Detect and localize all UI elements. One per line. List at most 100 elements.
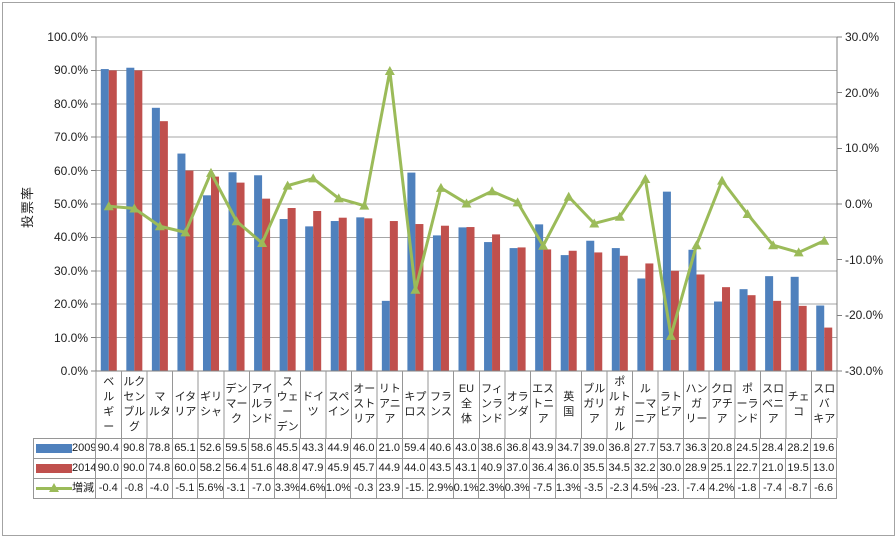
right-axis-tick-label: -20.0% [845,308,884,323]
table-cell-2009: 38.6 [479,439,504,458]
table-cell-2009: 44.9 [325,439,351,458]
category-label: オー スト リア [353,383,376,425]
table-cell-増減: 4.6% [300,479,325,498]
category-label: ブル ガリ ア [583,383,606,425]
table-cell-増減: -1.8 [734,479,760,498]
left-axis-tick-label: 40.0% [53,230,88,245]
table-cell-2014: 45.7 [351,459,377,478]
right-axis-tick-label: 30.0% [845,30,880,44]
table-cell-2009: 28.4 [760,439,785,458]
table-cell-増減: 23.9 [377,479,402,498]
table-cell-2014: 44.9 [377,459,402,478]
table-cell-2009: 21.0 [377,439,402,458]
category-label: ポ ーラ ンド [736,383,759,425]
table-cell-2009: 52.6 [198,439,223,458]
table-cell-2014: 90.0 [96,459,121,478]
table-cell-2014: 36.0 [555,459,581,478]
data-table: 2009 90.4 90.8 78.8 65.1 52.6 59.5 58.6 45.5 43.3… [33,438,837,499]
table-cell-増減: 2.9% [428,479,453,498]
category-label: スペ イン [327,390,350,418]
right-axis-tick-label: 10.0% [845,141,880,156]
table-cell-増減: -7.4 [760,479,785,498]
table-cell-増減: 3.3% [274,479,300,498]
table-cell-2009: 59.4 [402,439,428,458]
left-axis-tick-label: 20.0% [53,297,88,312]
table-cell-2014: 47.9 [300,459,325,478]
table-cell-2009: 65.1 [172,439,198,458]
category-label: ドイ ツ [302,390,325,418]
category-label: ル ーマ ニア [634,383,657,425]
left-axis-tick-label: 90.0% [53,63,88,78]
table-cell-2014: 56.4 [223,459,249,478]
left-axis-tick-label: 100.0% [47,30,88,44]
table-cell-2014: 35.5 [581,459,606,478]
table-cell-2014: 40.9 [479,459,504,478]
table-cell-増減: -3.1 [223,479,249,498]
table-cell-増減: -8.7 [785,479,811,498]
category-label: キプ ロス [404,390,427,418]
table-cell-増減: -7.4 [683,479,709,498]
left-axis-tick-label: 10.0% [53,330,88,345]
table-cell-2009: 43.0 [453,439,479,458]
table-cell-2014: 60.0 [172,459,198,478]
legend-cell-増減: 増減 [34,479,95,498]
category-label: アイ ルラ ンド [251,383,274,425]
category-label: 英 国 [563,390,575,418]
category-label: リト アニ ア [378,383,401,425]
category-label: イタ リア [174,390,197,418]
table-cell-2009: 45.5 [274,439,300,458]
table-cell-増減: 0.3% [504,479,530,498]
legend-cell-2009: 2009 [34,439,95,458]
table-cell-2009: 53.7 [658,439,683,458]
table-cell-2009: 43.9 [530,439,555,458]
table-cell-増減: -0.4 [96,479,121,498]
legend-label: 増減 [72,482,94,494]
table-cell-増減: -0.8 [121,479,147,498]
table-cell-2009: 58.6 [249,439,274,458]
table-cell-増減: -15. [402,479,428,498]
table-cell-2009: 20.8 [709,439,734,458]
table-cell-増減: -6.6 [811,479,836,498]
table-cell-2014: 43.1 [453,459,479,478]
category-label: ハン ガ リー [685,383,708,425]
category-label: ルク セン ブル グ [123,375,146,433]
left-axis-tick-label: 30.0% [53,263,88,278]
table-cell-2014: 51.6 [249,459,274,478]
table-cell-2014: 21.0 [760,459,785,478]
table-cell-増減: 5.6% [198,479,223,498]
table-cell-2009: 90.8 [121,439,147,458]
table-cell-増減: -0.3 [351,479,377,498]
table-cell-2014: 36.4 [530,459,555,478]
left-axis-tick-label: 60.0% [53,163,88,178]
category-label: オラ ンダ [506,390,529,418]
category-label: デン マー ク [225,383,248,425]
table-cell-増減: -7.0 [249,479,274,498]
table-cell-増減: -4.0 [147,479,172,498]
category-label: チェ コ [787,390,810,418]
table-cell-2014: 45.9 [325,459,351,478]
table-cell-増減: -3.5 [581,479,606,498]
table-cell-2009: 34.7 [555,439,581,458]
table-cell-2014: 19.5 [785,459,811,478]
table-cell-2014: 90.0 [121,459,147,478]
table-cell-増減: -7.5 [530,479,555,498]
table-cell-2009: 90.4 [96,439,121,458]
table-cell-2014: 30.0 [658,459,683,478]
table-cell-2009: 39.0 [581,439,606,458]
category-label: ベ ル ギ ー [103,375,115,433]
table-cell-2009: 36.3 [683,439,709,458]
table-cell-2009: 78.8 [147,439,172,458]
table-cell-2014: 58.2 [198,459,223,478]
table-cell-2009: 59.5 [223,439,249,458]
category-label: フィ ンラ ンド [481,383,504,425]
legend-label: 2009 [72,442,95,454]
table-cell-2014: 37.0 [504,459,530,478]
category-label: ラト ビア [659,390,682,418]
table-cell-増減: 0.1% [453,479,479,498]
category-label: クロ アチ ア [711,383,733,425]
legend-label: 2014 [72,462,95,474]
left-axis-tick-label: 0.0% [60,364,88,378]
category-label: スロ バ キア [813,383,836,425]
legend-swatch-増減 [36,482,72,495]
